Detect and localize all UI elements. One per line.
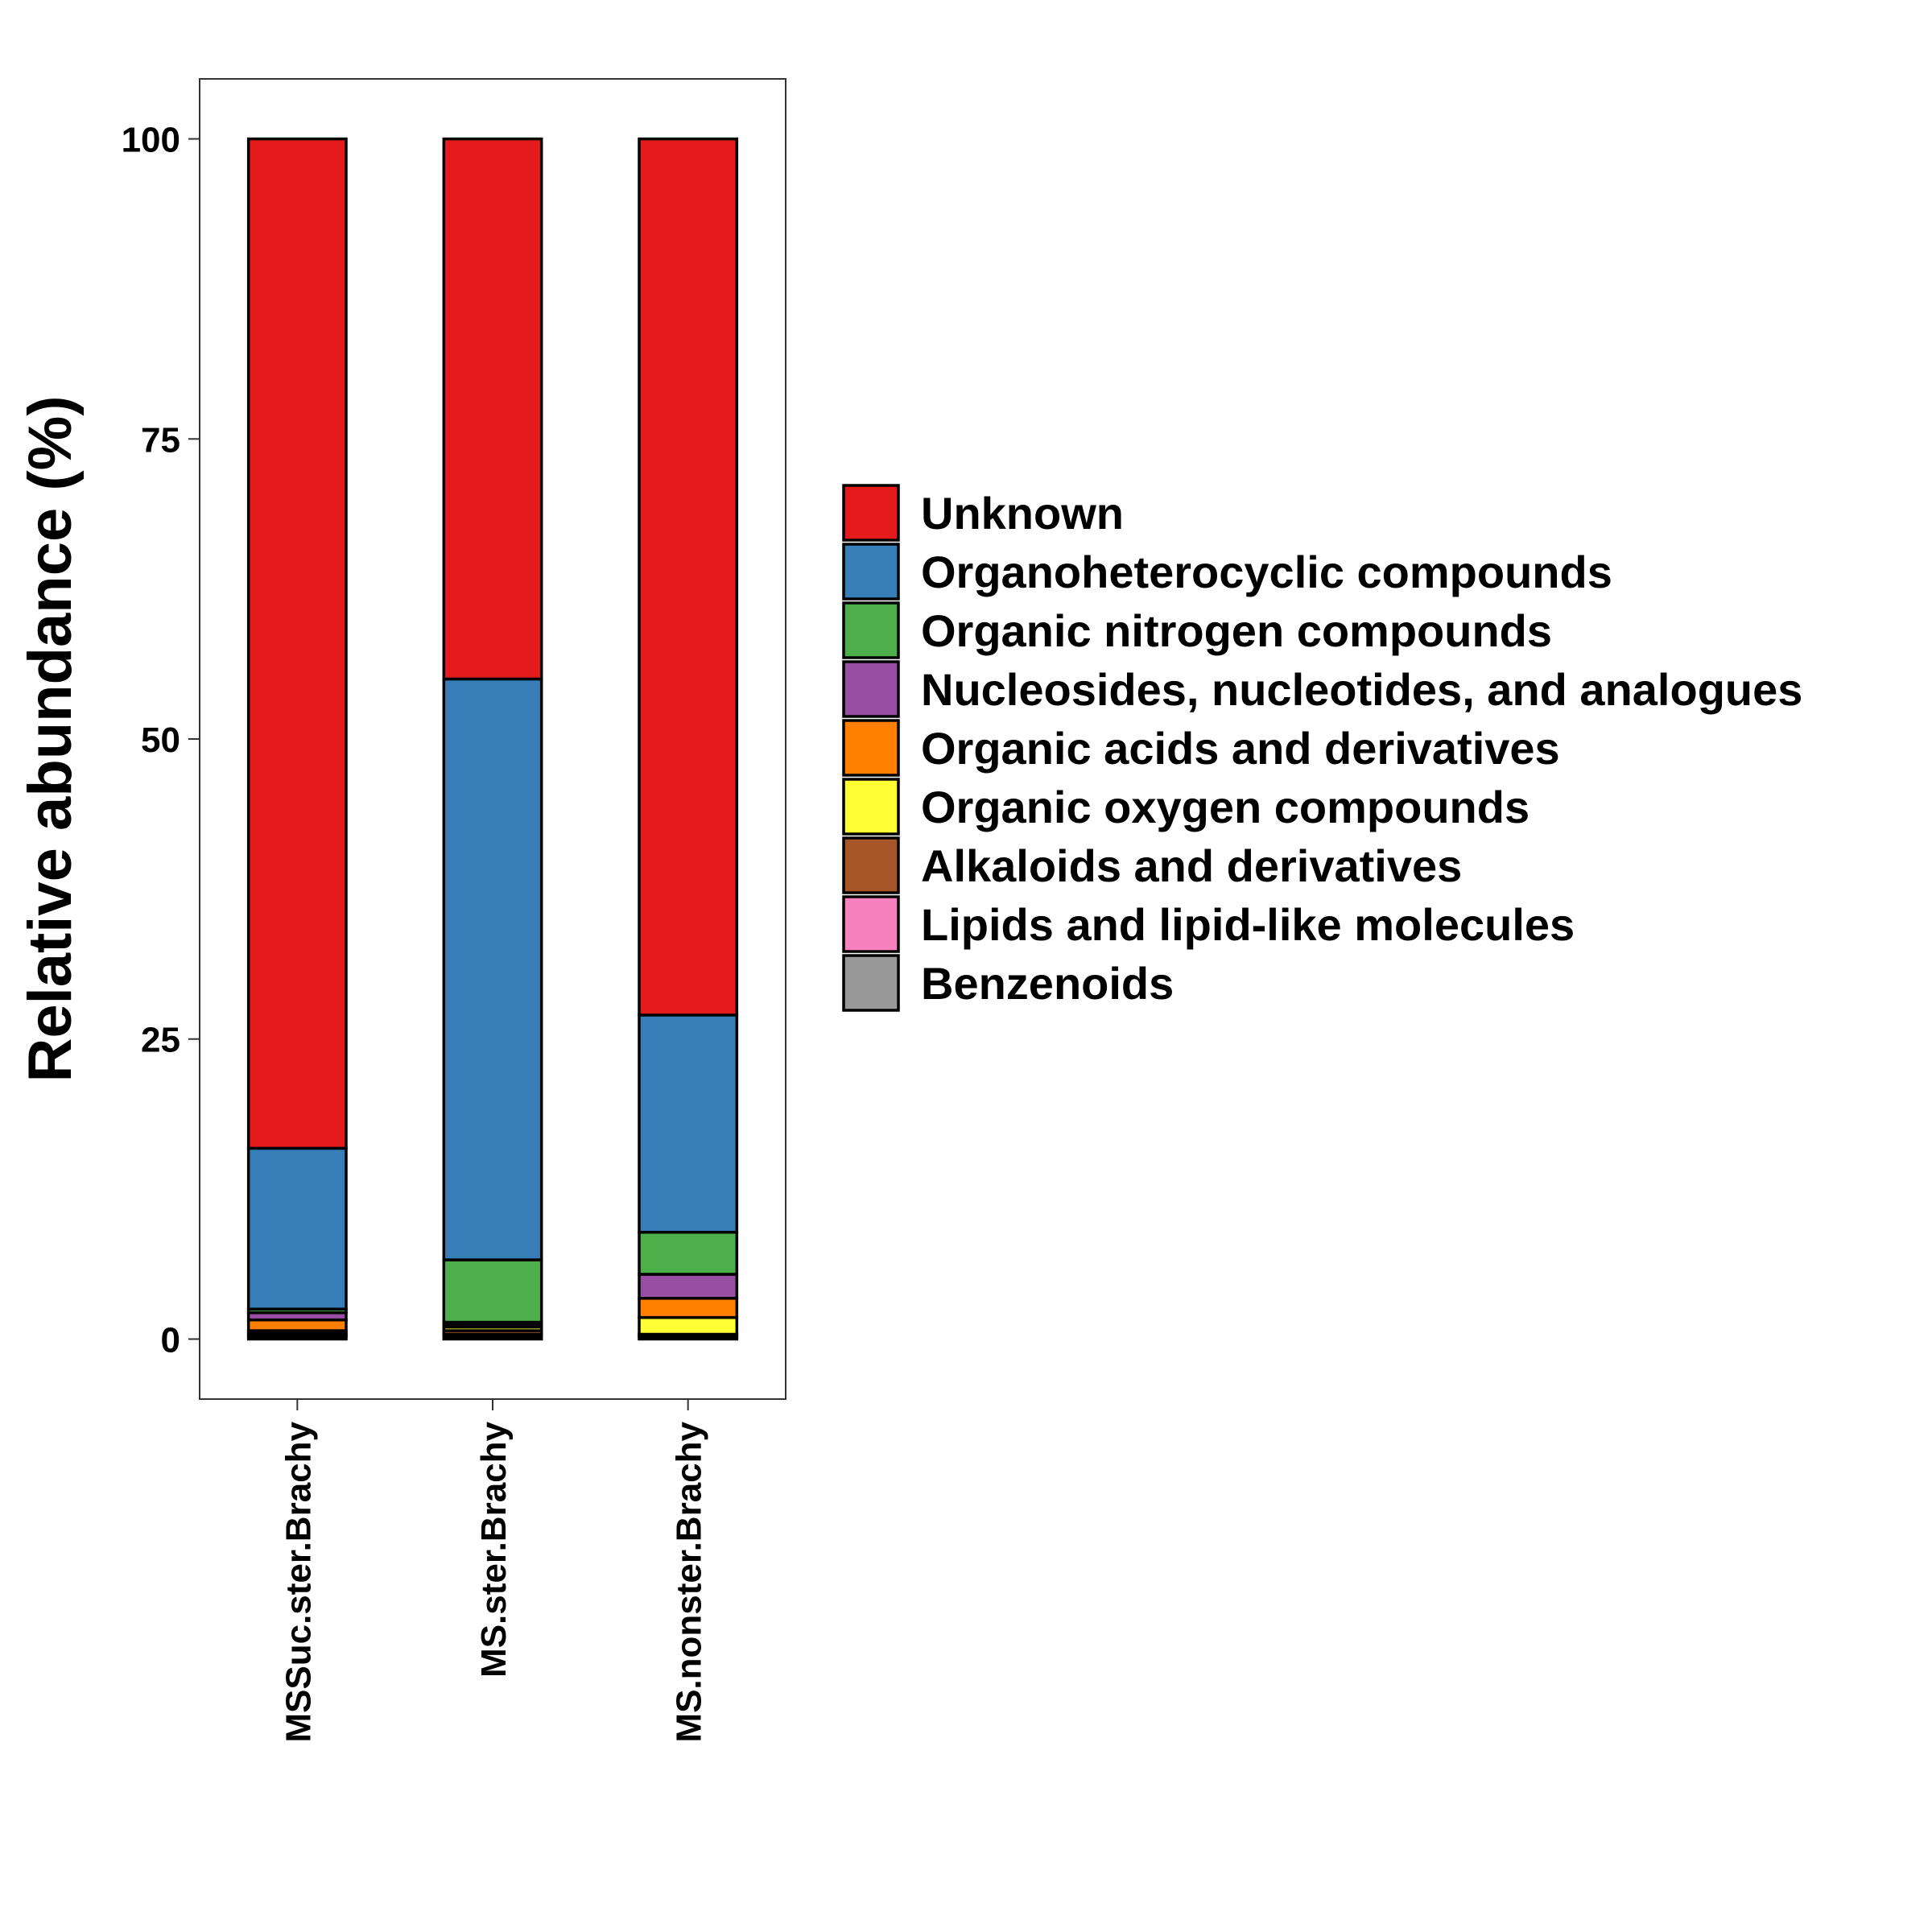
legend-label-organic-oxygen-compounds: Organic oxygen compounds [921, 782, 1530, 832]
bar-segment-ms-nonster-brachy-organic-nitrogen-compounds [638, 1231, 739, 1276]
legend-label-organoheterocyclic-compounds: Organoheterocyclic compounds [921, 547, 1612, 597]
bar-segment-ms-nonster-brachy-unknown [638, 137, 739, 1017]
legend-label-unknown: Unknown [921, 488, 1124, 539]
bar-segment-ms-nonster-brachy-nucleosides-nucleotides-and-analogues [638, 1273, 739, 1300]
bar-segment-mssuc-ster-brachy-organic-acids-and-derivatives [246, 1318, 348, 1332]
bar-segment-ms-ster-brachy-organoheterocyclic-compounds [442, 677, 543, 1261]
legend-key-benzenoids [842, 954, 900, 1012]
legend-key-nucleosides-nucleotides-and-analogues [842, 660, 900, 718]
legend-label-organic-nitrogen-compounds: Organic nitrogen compounds [921, 605, 1552, 656]
y-tick-label: 100 [122, 121, 180, 160]
legend-key-organic-nitrogen-compounds [842, 601, 900, 659]
bar-segment-ms-nonster-brachy-organic-acids-and-derivatives [638, 1297, 739, 1319]
bar-segment-ms-nonster-brachy-organic-oxygen-compounds [638, 1315, 739, 1336]
y-axis: 0 25 50 75 100 [122, 121, 200, 1360]
bar-segment-mssuc-ster-brachy-organoheterocyclic-compounds [246, 1146, 348, 1311]
bar-segment-mssuc-ster-brachy-unknown [246, 137, 348, 1150]
legend: Unknown Organoheterocyclic compounds Organ… [842, 484, 1802, 1012]
x-tick-label: MSSuc.ster.Brachy [279, 1421, 318, 1742]
y-axis-title: Relative abundance (%) [16, 395, 85, 1082]
x-axis: MSSuc.ster.Brachy MS.ster.Brachy MS.nonste… [279, 1399, 709, 1743]
y-tick-label: 50 [141, 720, 180, 760]
x-tick-label: MS.ster.Brachy [474, 1421, 514, 1677]
legend-key-organoheterocyclic-compounds [842, 543, 900, 601]
y-tick-label: 25 [141, 1021, 180, 1060]
legend-label-nucleosides-nucleotides-and-analogues: Nucleosides, nucleotides, and analogues [921, 664, 1802, 715]
bars-layer [246, 137, 739, 1341]
legend-key-alkaloids-and-derivatives [842, 836, 900, 894]
x-tick-label: MS.nonster.Brachy [670, 1421, 709, 1742]
y-tick-label: 75 [141, 420, 180, 460]
y-tick-label: 0 [161, 1320, 180, 1360]
legend-label-benzenoids: Benzenoids [921, 958, 1174, 1009]
bar-segment-ms-ster-brachy-organic-nitrogen-compounds [442, 1258, 543, 1324]
legend-key-lipids-and-lipid-like-molecules [842, 895, 900, 953]
legend-label-organic-acids-and-derivatives: Organic acids and derivatives [921, 723, 1560, 774]
legend-label-lipids-and-lipid-like-molecules: Lipids and lipid-like molecules [921, 899, 1575, 950]
bar-segment-ms-nonster-brachy-organoheterocyclic-compounds [638, 1013, 739, 1234]
legend-key-organic-acids-and-derivatives [842, 719, 900, 777]
legend-key-unknown [842, 484, 900, 542]
bar-segment-ms-ster-brachy-unknown [442, 137, 543, 681]
legend-label-alkaloids-and-derivatives: Alkaloids and derivatives [921, 840, 1462, 891]
legend-key-organic-oxygen-compounds [842, 778, 900, 836]
